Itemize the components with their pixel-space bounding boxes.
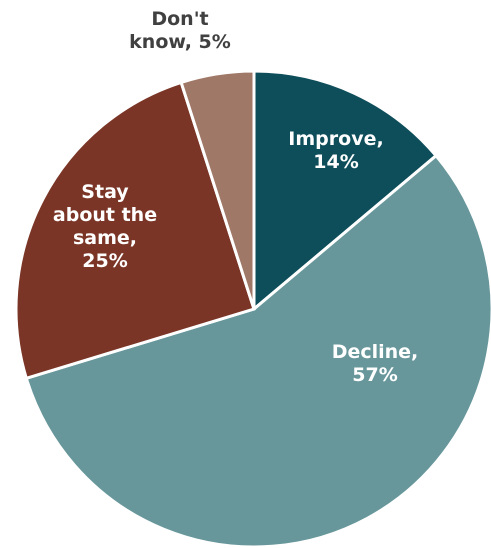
data-label-line: same, [73,227,137,249]
data-label-decline: Decline, 57% [332,341,419,386]
pie-labels: Improve, 14% Decline, 57% Stay about the same,… [53,8,418,386]
pie-slice-decline [24,153,491,548]
data-label-line: about the [53,204,157,226]
data-label-line: know, 5% [129,31,231,53]
data-label-line: Decline, [332,341,419,363]
data-label-don-t-know: Don't know, 5% [129,8,231,53]
data-label-stay-about-the-same: Stay about the same, 25% [53,181,157,272]
pie-slices [14,69,491,548]
data-label-line: 57% [352,364,397,386]
data-label-line: Stay [81,181,129,203]
data-label-line: 25% [82,250,127,272]
data-label-line: Improve, [288,128,383,150]
pie-slice-don-t-know [179,69,256,310]
data-label-line: Don't [151,8,208,30]
pie-slice-improve [252,69,439,313]
data-label-improve: Improve, 14% [288,128,383,173]
pie-slice-stay-about-the-same [14,80,256,381]
data-label-line: 14% [313,151,358,173]
